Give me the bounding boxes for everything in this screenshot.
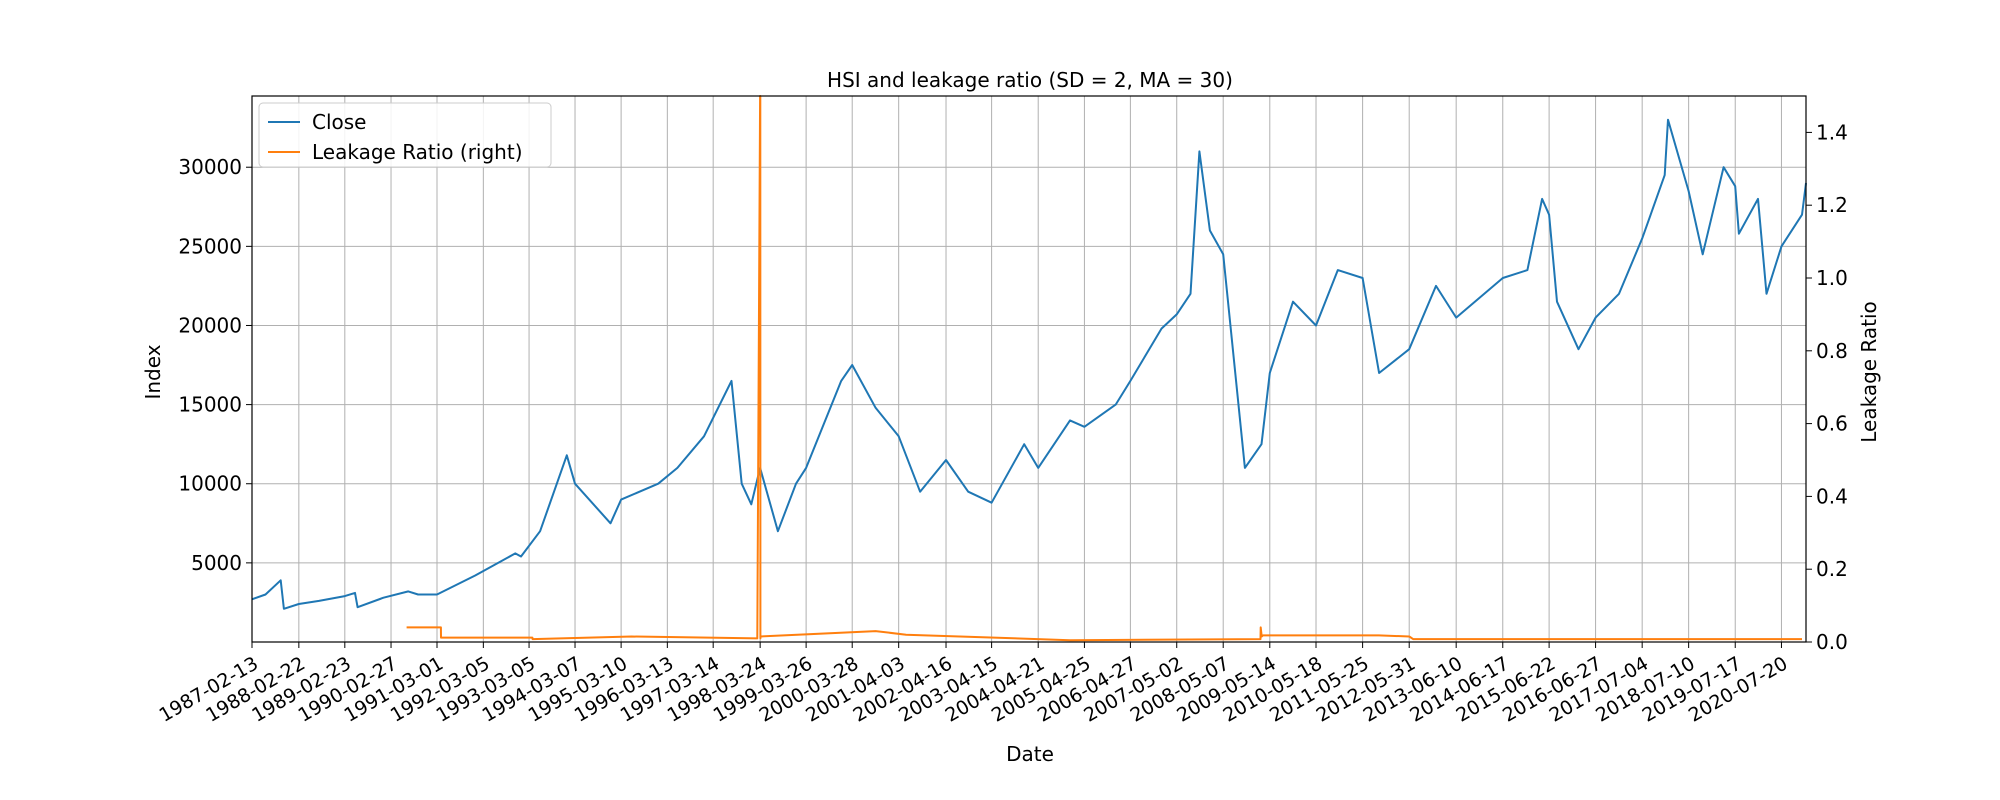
y-right-tick-label: 1.2 [1816,193,1848,217]
plot-frame [251,95,1807,643]
y-right-tick-label: 1.4 [1816,120,1848,144]
y-axis-right-label: Leakage Ratio [1857,301,1881,443]
series-line-leakage-ratio [406,95,1802,642]
chart-title: HSI and leakage ratio (SD = 2, MA = 30) [827,68,1233,92]
y-left-tick-label: 15000 [178,393,242,417]
gridlines [251,96,1806,642]
y-right-tick-label: 0.0 [1816,630,1848,654]
y-left-tick-label: 25000 [178,234,242,258]
series-line-close [251,118,1807,610]
y-right-tick-label: 0.8 [1816,339,1848,363]
y-right-tick-label: 0.4 [1816,484,1848,508]
legend-label: Close [312,110,366,134]
y-left-tick-label: 20000 [178,313,242,337]
legend-label: Leakage Ratio (right) [312,140,523,164]
y-left-tick-label: 5000 [191,551,242,575]
axes-layer: 1987-02-131988-02-221989-02-231990-02-27… [155,95,1848,727]
x-axis-label: Date [1006,742,1054,766]
y-right-tick-label: 1.0 [1816,266,1848,290]
y-left-tick-label: 30000 [178,155,242,179]
legend: Close Leakage Ratio (right) [258,102,552,168]
y-axis-left-label: Index [141,344,165,399]
y-left-tick-label: 10000 [178,472,242,496]
series-layer [251,95,1807,642]
y-right-tick-label: 0.6 [1816,412,1848,436]
legend-box [258,102,552,168]
y-right-tick-label: 0.2 [1816,557,1848,581]
